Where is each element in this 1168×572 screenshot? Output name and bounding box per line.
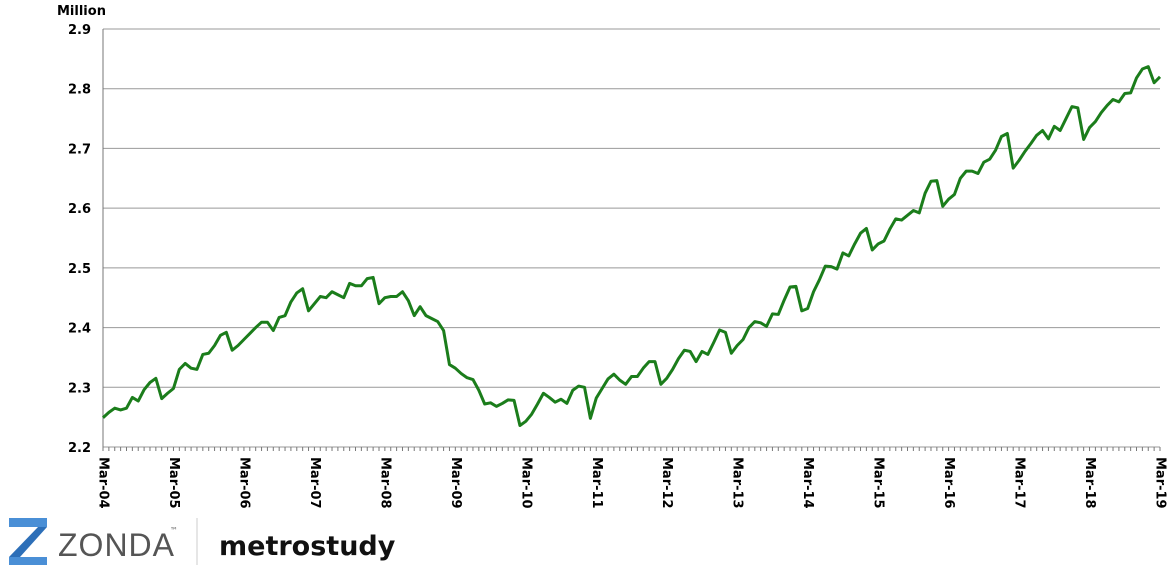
y-tick-label: 2.3	[68, 381, 91, 396]
x-tick-label: Mar-17	[1012, 457, 1027, 509]
x-tick-label: Mar-15	[871, 457, 886, 509]
x-tick-label: Mar-10	[518, 457, 533, 509]
y-axis-label: Million	[57, 4, 106, 19]
x-tick-label: Mar-06	[236, 457, 251, 509]
y-tick-label: 2.4	[68, 322, 91, 337]
x-tick-label: Mar-05	[166, 457, 181, 509]
y-tick-label: 2.8	[68, 83, 91, 98]
y-tick-label: 2.7	[68, 142, 91, 157]
x-tick-label: Mar-07	[307, 457, 322, 509]
x-tick-label: Mar-13	[730, 457, 745, 509]
trademark: ™	[170, 526, 178, 535]
x-tick-label: Mar-08	[377, 457, 392, 509]
x-tick-label: Mar-04	[96, 457, 111, 509]
y-tick-label: 2.9	[68, 23, 91, 38]
x-tick-label: Mar-18	[1082, 457, 1097, 509]
x-tick-label: Mar-14	[800, 457, 815, 509]
y-tick-label: 2.6	[68, 202, 91, 217]
x-tick-label: Mar-19	[1153, 457, 1168, 509]
data-line	[101, 65, 1162, 427]
x-tick-label: Mar-12	[659, 457, 674, 509]
y-tick-label: 2.5	[68, 262, 91, 277]
x-tick-label: Mar-16	[941, 457, 956, 509]
logo-z	[9, 518, 47, 565]
x-tick-label: Mar-09	[448, 457, 463, 509]
x-tick-label: Mar-11	[589, 457, 604, 509]
brand: ZONDA	[58, 527, 175, 563]
partner: metrostudy	[219, 531, 396, 562]
y-tick-label: 2.2	[68, 441, 91, 456]
